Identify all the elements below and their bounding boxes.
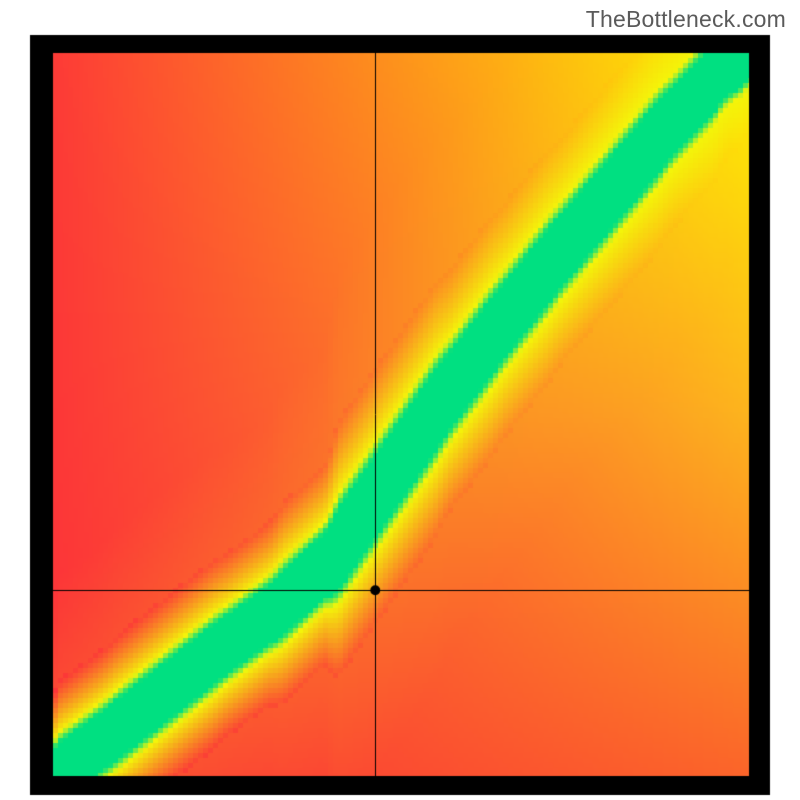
bottleneck-heatmap bbox=[0, 0, 800, 800]
watermark-text: TheBottleneck.com bbox=[586, 6, 786, 33]
